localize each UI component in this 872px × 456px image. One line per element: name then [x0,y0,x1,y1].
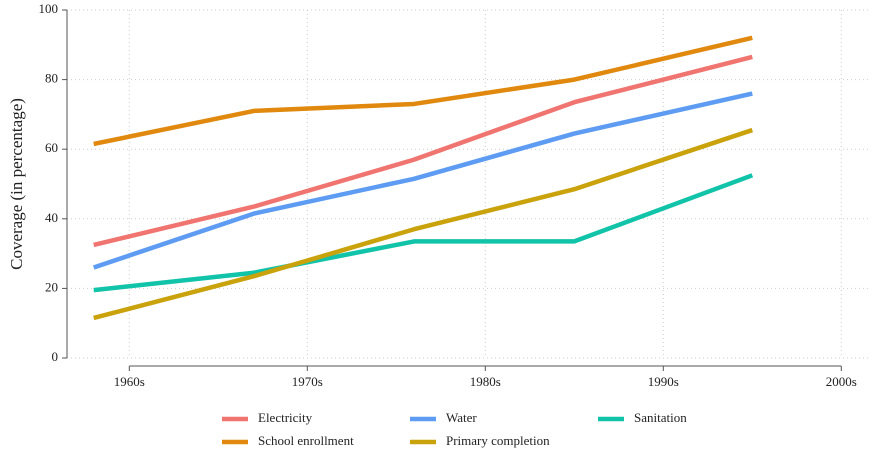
legend-label: Water [446,410,477,425]
x-tick-label: 1960s [114,374,145,389]
y-tick-label: 0 [52,349,59,364]
x-tick-label: 1970s [292,374,323,389]
y-tick-label: 60 [45,140,58,155]
x-tick-label: 1980s [470,374,501,389]
y-tick-label: 40 [45,210,58,225]
x-tick-label: 2000s [826,374,857,389]
series-line [92,91,753,270]
y-axis-label: Coverage (in percentage) [7,98,26,270]
series-line [93,127,754,321]
y-tick-label: 20 [45,279,58,294]
series-line [93,35,753,147]
x-tick-label: 1990s [648,374,679,389]
y-tick-label: 100 [39,1,59,16]
y-tick-label: 80 [45,71,58,86]
series-line [93,54,753,248]
legend-label: Electricity [258,410,313,425]
legend-label: Primary completion [446,433,550,448]
legend-label: Sanitation [634,410,687,425]
series-line [93,173,754,293]
legend-label: School enrollment [258,433,354,448]
